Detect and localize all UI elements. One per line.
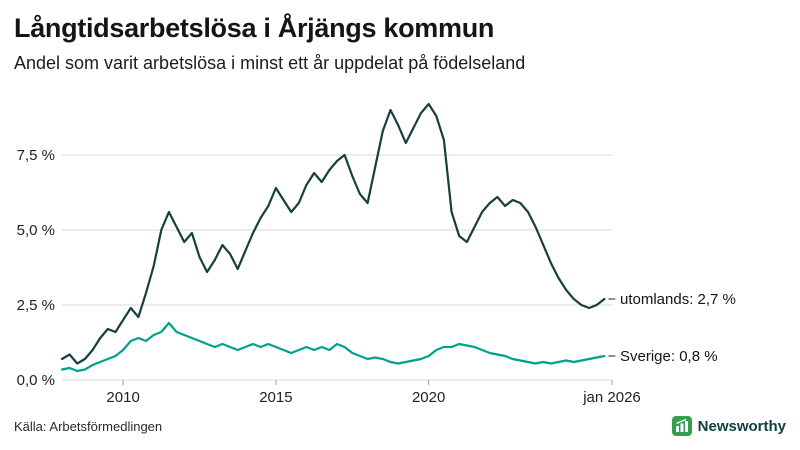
line-chart: 0,0 % 2,5 % 5,0 % 7,5 % 2010 2015 2020 jan 2026… <box>17 102 736 406</box>
x-tick-label: 2020 <box>412 389 445 406</box>
newsworthy-logo[interactable]: Newsworthy <box>671 416 786 436</box>
y-tick-label: 5,0 % <box>17 222 55 239</box>
series-end-label-utomlands: utomlands: 2,7 % <box>620 291 736 308</box>
chart-footer: Källa: Arbetsförmedlingen Newsworthy <box>0 416 800 444</box>
y-tick-label: 7,5 % <box>17 147 55 164</box>
series-line-utomlands <box>60 102 606 365</box>
page-subtitle: Andel som varit arbetslösa i minst ett å… <box>14 53 526 73</box>
newsworthy-icon <box>671 416 692 436</box>
x-tick-label: jan 2026 <box>582 389 641 406</box>
x-tick-label: 2010 <box>106 389 139 406</box>
series-end-label-Sverige: Sverige: 0,8 % <box>620 348 718 365</box>
x-tick-label: 2015 <box>259 389 292 406</box>
series-line-Sverige <box>60 321 606 373</box>
brand-name: Newsworthy <box>697 417 786 435</box>
chart-header: Långtidsarbetslösa i Årjängs kommun Ande… <box>0 0 800 74</box>
source-note: Källa: Arbetsförmedlingen <box>14 418 163 434</box>
y-tick-label: 0,0 % <box>17 372 55 389</box>
y-tick-label: 2,5 % <box>17 297 55 314</box>
page-title: Långtidsarbetslösa i Årjängs kommun <box>14 13 495 43</box>
